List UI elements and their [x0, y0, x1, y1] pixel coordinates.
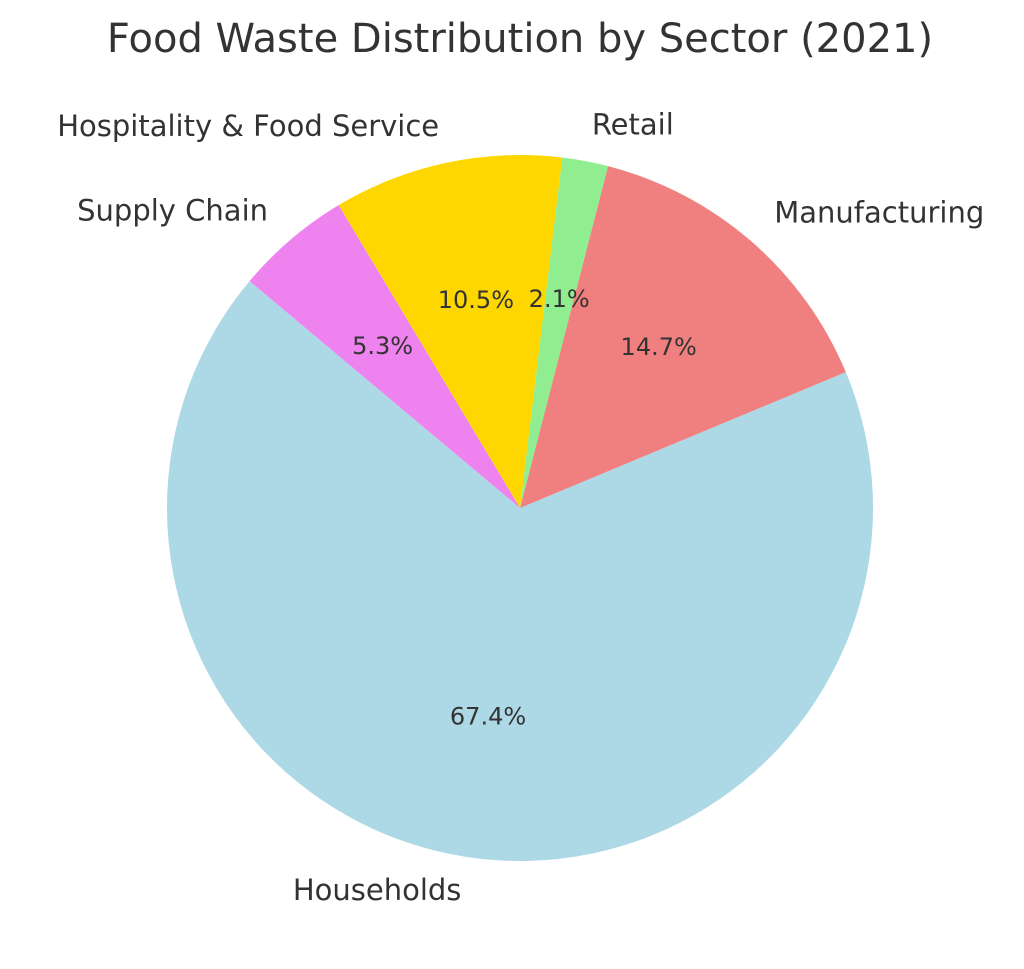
slice-label-hospitality-food-service: Hospitality & Food Service [57, 109, 439, 143]
pie-slice-manufacturing [520, 166, 846, 508]
pct-label-hospitality-food-service: 10.5% [438, 286, 514, 314]
pie-slices [167, 154, 874, 862]
slice-label-households: Households [293, 873, 462, 907]
chart-title: Food Waste Distribution by Sector (2021) [107, 16, 933, 62]
pct-label-manufacturing: 14.7% [621, 333, 697, 361]
pie-slice-retail [520, 157, 609, 508]
pct-label-households: 67.4% [450, 702, 526, 730]
pct-label-retail: 2.1% [529, 285, 590, 313]
pie-slice-hospitality-food-service [338, 154, 563, 508]
pie-slice-households [167, 281, 874, 862]
pct-label-supply-chain: 5.3% [352, 332, 413, 360]
slice-label-retail: Retail [592, 107, 674, 141]
slice-label-supply-chain: Supply Chain [77, 194, 268, 228]
pie-labels: Households 67.4% Manufacturing 14.7% Retail 2… [57, 107, 984, 906]
slice-label-manufacturing: Manufacturing [774, 196, 984, 230]
pie-slice-supply-chain [249, 205, 521, 508]
